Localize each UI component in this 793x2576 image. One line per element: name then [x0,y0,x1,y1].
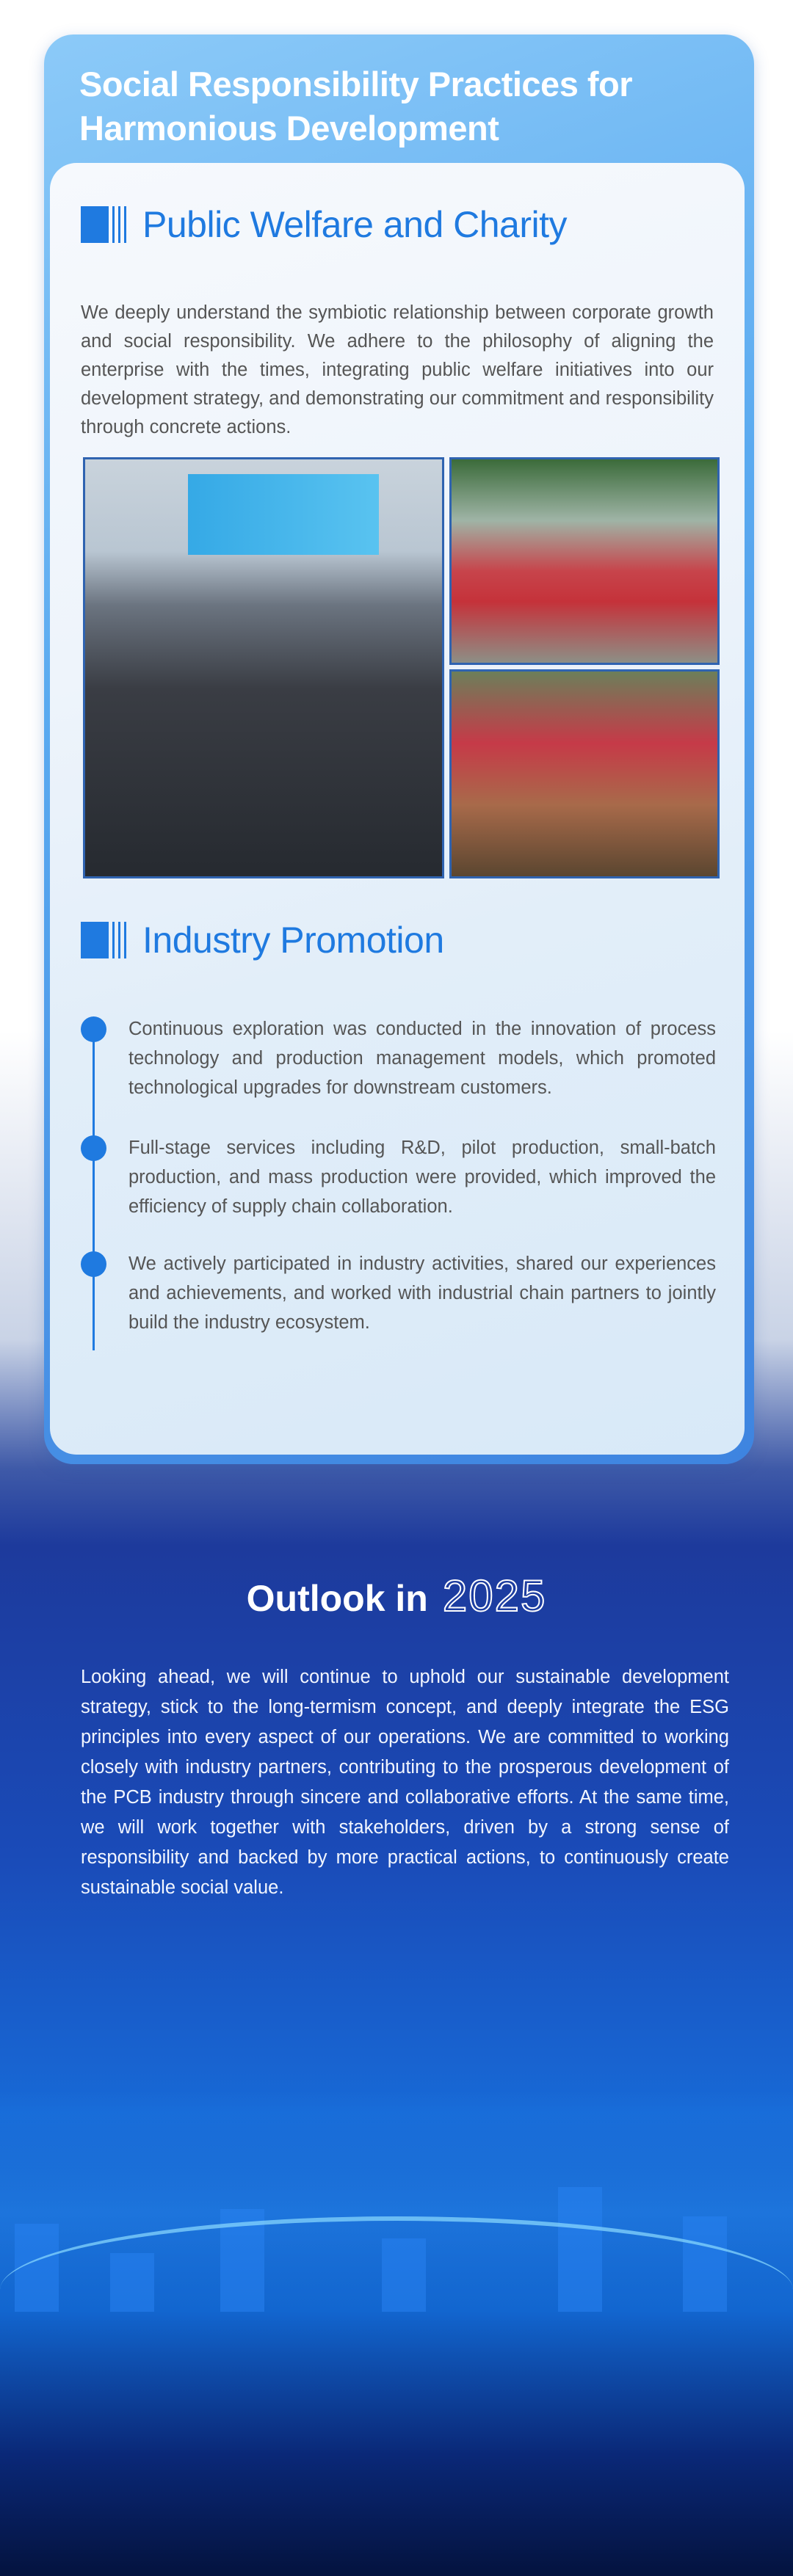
photo-charity-event-meeting [83,457,444,878]
section-header-public-welfare: Public Welfare and Charity [81,203,568,246]
light-wave-decoration [0,2216,793,2363]
page-title: Social Responsibility Practices for Harm… [79,62,633,150]
section-bars-icon [81,922,126,958]
outlook-text: Looking ahead, we will continue to uphol… [81,1667,729,1898]
main-card: Social Responsibility Practices for Harm… [44,34,754,1464]
outlook-title: Outlook in 2025 [0,1571,793,1621]
section-bars-icon [81,206,126,243]
list-item: Full-stage services including R&D, pilot… [128,1138,716,1217]
outlook-title-text: Outlook in [246,1578,428,1619]
bullet-dot-icon [81,1135,106,1161]
list-item: We actively participated in industry act… [128,1254,716,1333]
title-line-2: Harmonious Development [79,109,499,148]
public-welfare-text: We deeply understand the symbiotic relat… [81,302,714,437]
section-title: Public Welfare and Charity [142,204,568,245]
section-header-industry-promotion: Industry Promotion [81,919,444,961]
section-title: Industry Promotion [142,920,444,961]
bullet-dot-icon [81,1251,106,1277]
content-panel: Public Welfare and Charity We deeply und… [50,163,745,1455]
title-line-1: Social Responsibility Practices for [79,65,633,103]
timeline-line [93,1025,95,1350]
bullet-dot-icon [81,1016,106,1042]
outlook-year: 2025 [442,1571,547,1621]
photo-volunteer-group [449,457,720,665]
photo-volunteers-planting [449,669,720,878]
list-item: Continuous exploration was conducted in … [128,1019,716,1098]
